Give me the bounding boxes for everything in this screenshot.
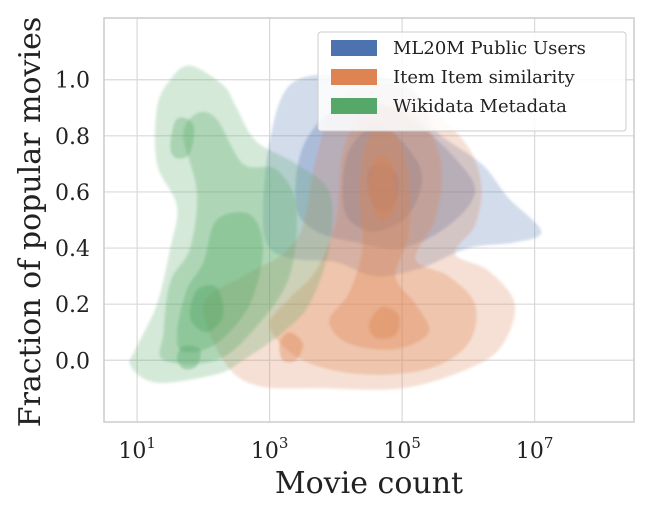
density-level-wikidata-metadata (170, 117, 195, 159)
density-level-wikidata-metadata (176, 345, 201, 370)
legend-frame (317, 31, 627, 132)
y-axis-title: Fraction of popular movies (13, 17, 48, 427)
density-level-item-item-similarity (368, 155, 397, 221)
density-level-item-item-similarity (368, 306, 400, 339)
legend-label: Wikidata Metadata (393, 96, 567, 117)
series-wikidata-metadata (129, 65, 333, 383)
x-tick-label: 105 (383, 434, 421, 464)
x-tick-labels: 101 103 105 107 (118, 434, 553, 464)
y-tick-label: 1.0 (55, 69, 90, 94)
density-level-item-item-similarity (329, 129, 430, 350)
x-axis-title: Movie count (275, 466, 463, 501)
density-level-item-item-similarity (279, 332, 303, 363)
legend-label: Item Item similarity (393, 67, 575, 88)
y-tick-label: 0.0 (55, 349, 90, 374)
legend-swatch (331, 69, 377, 85)
legend-swatch (331, 98, 377, 114)
plot-frame (103, 17, 635, 423)
y-tick-label: 0.2 (55, 293, 90, 318)
legend-label: ML20M Public Users (393, 38, 586, 59)
y-tick-labels: 0.0 0.2 0.4 0.6 0.8 1.0 (55, 69, 90, 375)
x-tick-label: 101 (118, 434, 156, 464)
y-tick-label: 0.4 (55, 237, 90, 262)
density-level-wikidata-metadata (189, 284, 224, 333)
x-tick-label: 107 (516, 434, 554, 464)
y-tick-label: 0.8 (55, 125, 90, 150)
legend-swatch (331, 40, 377, 56)
y-tick-label: 0.6 (55, 181, 90, 206)
x-tick-label: 103 (251, 434, 289, 464)
legend: ML20M Public Users Item Item similarity Wi… (317, 31, 627, 132)
